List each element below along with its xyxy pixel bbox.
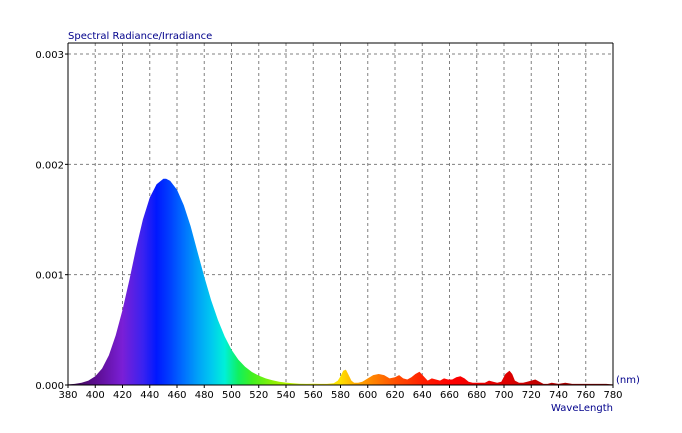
x-tick-label: 780 <box>603 390 622 401</box>
x-axis-unit: (nm) <box>616 375 640 386</box>
y-tick-label: 0.003 <box>35 50 64 61</box>
x-tick-label: 740 <box>549 390 568 401</box>
x-tick-label: 680 <box>467 390 486 401</box>
x-tick-label: 760 <box>576 390 595 401</box>
x-tick-label: 420 <box>113 390 132 401</box>
x-tick-label: 580 <box>331 390 350 401</box>
x-axis-title: WaveLength <box>551 403 613 414</box>
y-tick-label: 0.002 <box>35 160 64 171</box>
tick-labels: 380 400 420 440 460 480 500 520 540 560 580 600 620 6… <box>35 50 622 401</box>
x-tick-label: 480 <box>195 390 214 401</box>
x-tick-label: 440 <box>140 390 159 401</box>
y-axis-title: Spectral Radiance/Irradiance <box>68 31 212 42</box>
x-tick-label: 400 <box>86 390 105 401</box>
y-tick-label: 0.000 <box>35 381 64 392</box>
x-tick-label: 540 <box>276 390 295 401</box>
x-tick-label: 700 <box>494 390 513 401</box>
x-tick-label: 600 <box>358 390 377 401</box>
x-tick-label: 640 <box>413 390 432 401</box>
x-tick-label: 500 <box>222 390 241 401</box>
y-tick-label: 0.001 <box>35 271 64 282</box>
x-tick-label: 460 <box>167 390 186 401</box>
x-tick-label: 720 <box>522 390 541 401</box>
grid <box>68 43 613 385</box>
x-tick-label: 380 <box>58 390 77 401</box>
x-tick-label: 620 <box>385 390 404 401</box>
plot-area <box>68 178 613 385</box>
x-tick-label: 520 <box>249 390 268 401</box>
x-tick-label: 660 <box>440 390 459 401</box>
x-tick-label: 560 <box>304 390 323 401</box>
axes <box>65 42 614 388</box>
spectrum-area <box>68 178 613 385</box>
